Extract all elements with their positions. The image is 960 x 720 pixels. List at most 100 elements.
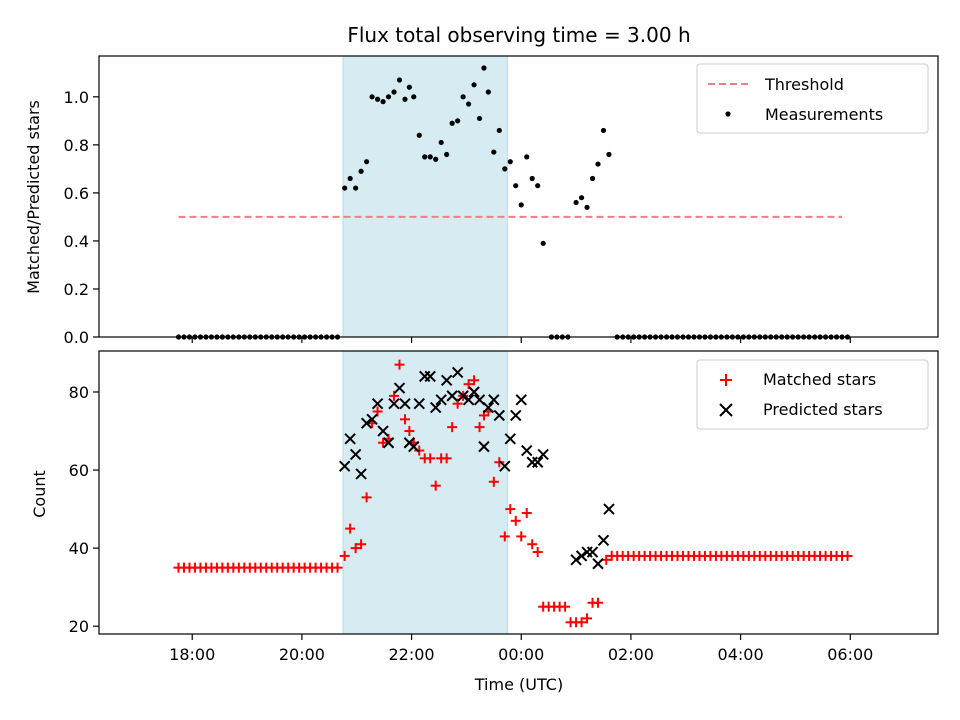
measurements-point bbox=[481, 65, 487, 71]
predicted-stars-point bbox=[393, 382, 406, 394]
ratio-legend: Threshold Measurements bbox=[696, 63, 929, 134]
predicted-stars-point bbox=[338, 460, 351, 472]
ratio-panel: 0.0 0.2 0.4 0.6 0.8 1.0 Matched/Predicted sta… bbox=[24, 55, 939, 347]
y-tick-label: 60 bbox=[69, 461, 89, 480]
measurements-point bbox=[455, 118, 461, 124]
measurements-point bbox=[502, 166, 508, 172]
predicted-stars-point bbox=[429, 401, 442, 414]
matched-stars-point bbox=[332, 562, 343, 573]
x-axis-label: Time (UTC) bbox=[474, 675, 563, 694]
ratio-x-ticks bbox=[191, 337, 851, 343]
matched-stars-point bbox=[516, 531, 527, 542]
measurements-point bbox=[374, 96, 381, 102]
ratio-y-axis-label: Matched/Predicted stars bbox=[24, 100, 43, 294]
predicted-stars-point bbox=[499, 460, 511, 472]
ratio-legend-box bbox=[696, 63, 929, 134]
measurements-point bbox=[465, 101, 472, 107]
matched-stars-point bbox=[560, 601, 571, 612]
measurements-point bbox=[411, 94, 417, 100]
ratio-y-ticks: 0.0 0.2 0.4 0.6 0.8 1.0 bbox=[64, 88, 99, 347]
x-tick-label: 18:00 bbox=[169, 645, 215, 664]
predicted-stars-point bbox=[435, 394, 447, 406]
measurements-point bbox=[427, 154, 433, 160]
counts-layer bbox=[173, 359, 853, 628]
matched-stars-point bbox=[414, 445, 425, 456]
matched-stars-point bbox=[494, 457, 505, 468]
measurements-point bbox=[449, 120, 455, 126]
count-x-ticks: 18:00 20:00 22:00 00:00 02:00 04:00 06:00 bbox=[169, 634, 873, 664]
predicted-stars-point bbox=[504, 433, 516, 445]
predicted-stars-point bbox=[597, 534, 610, 547]
measurements-point bbox=[573, 199, 579, 206]
measurements-point bbox=[476, 115, 483, 122]
matched-stars-point bbox=[527, 539, 538, 550]
predicted-stars-point bbox=[388, 397, 400, 410]
matched-stars-point bbox=[378, 437, 389, 448]
predicted-stars-point bbox=[355, 468, 367, 480]
threshold-legend-label: Threshold bbox=[764, 75, 844, 94]
predicted-stars-point bbox=[521, 444, 533, 457]
predicted-stars-point bbox=[537, 448, 549, 461]
count-y-axis-label: Count bbox=[30, 470, 49, 518]
measurements-point bbox=[595, 161, 601, 167]
predicted-stars-point bbox=[371, 397, 384, 410]
predicted-stars-point bbox=[586, 546, 599, 558]
matched-stars-legend-swatch bbox=[720, 374, 732, 386]
matched-stars-point bbox=[474, 422, 485, 433]
matched-stars-point bbox=[425, 453, 436, 464]
predicted-stars-point bbox=[424, 370, 436, 383]
x-tick-label: 20:00 bbox=[279, 645, 325, 664]
y-tick-label: 20 bbox=[69, 617, 89, 636]
measurements-point bbox=[578, 195, 585, 201]
y-tick-label: 40 bbox=[69, 539, 89, 558]
predicted-stars-point bbox=[349, 448, 362, 461]
measurements-point bbox=[606, 151, 612, 158]
count-panel-frame bbox=[98, 350, 939, 635]
count-legend: Matched stars Predicted stars bbox=[696, 359, 929, 430]
predicted-stars-point bbox=[570, 554, 582, 566]
measurements-point bbox=[380, 99, 386, 105]
measurements-point bbox=[471, 82, 477, 88]
predicted-stars-point bbox=[462, 394, 475, 406]
predicted-stars-point bbox=[408, 440, 420, 453]
y-tick-label: 80 bbox=[69, 383, 89, 402]
matched-stars-point bbox=[399, 414, 410, 425]
measurements-point bbox=[529, 175, 535, 182]
measurements-point bbox=[385, 94, 392, 100]
measurements-point bbox=[444, 151, 450, 158]
matched-stars-point bbox=[356, 539, 367, 550]
ratio-panel-frame bbox=[98, 55, 939, 338]
measurements-point bbox=[369, 94, 375, 100]
predicted-stars-point bbox=[510, 409, 522, 422]
matched-stars-point bbox=[441, 453, 452, 464]
x-tick-label: 00:00 bbox=[498, 645, 544, 664]
chart-title: Flux total observing time = 3.00 h bbox=[347, 23, 690, 47]
predicted-stars-point bbox=[581, 546, 593, 558]
measurements-point bbox=[513, 183, 519, 189]
predicted-stars-point bbox=[451, 366, 464, 379]
matched-stars-point bbox=[404, 426, 415, 437]
predicted-stars-point bbox=[603, 503, 615, 515]
matched-stars-point bbox=[339, 550, 350, 561]
observing-window-span bbox=[342, 55, 509, 338]
measurements-point bbox=[540, 240, 546, 246]
matched-stars-point bbox=[842, 550, 853, 561]
matched-stars-point bbox=[532, 547, 543, 558]
x-tick-label: 06:00 bbox=[827, 645, 873, 664]
predicted-stars-legend-swatch bbox=[719, 403, 733, 417]
predicted-stars-point bbox=[344, 433, 356, 445]
count-y-ticks: 20 40 60 80 bbox=[69, 383, 99, 636]
x-tick-label: 02:00 bbox=[608, 645, 654, 664]
observing-window-span bbox=[342, 350, 509, 635]
predicted-stars-point bbox=[531, 456, 544, 468]
predicted-stars-point bbox=[446, 390, 458, 402]
measurements-point bbox=[584, 204, 590, 210]
matched-stars-point bbox=[361, 492, 372, 503]
y-tick-label: 0.2 bbox=[64, 280, 89, 299]
matched-stars-point bbox=[469, 375, 480, 386]
y-tick-label: 0.0 bbox=[64, 328, 89, 347]
matched-stars-point bbox=[394, 359, 405, 370]
matched-stars-point bbox=[430, 480, 441, 491]
predicted-stars-point bbox=[575, 550, 588, 562]
